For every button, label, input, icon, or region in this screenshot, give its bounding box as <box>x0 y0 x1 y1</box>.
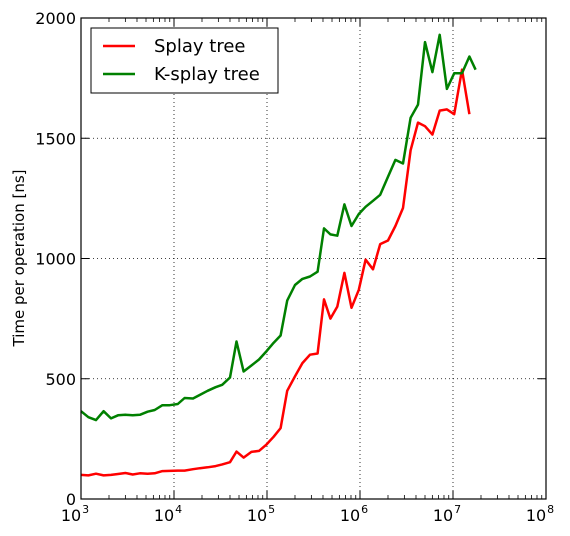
x-tick-label: 108 <box>526 503 554 525</box>
y-tick-labels: 0 500 1000 1500 2000 <box>35 9 76 509</box>
y-tick-label: 2000 <box>35 9 76 28</box>
y-tick-label: 1500 <box>35 129 76 148</box>
series-lines <box>80 33 477 477</box>
y-tick-label: 1000 <box>35 250 76 269</box>
x-tick-label: 106 <box>340 503 368 525</box>
tick-marks <box>80 17 547 500</box>
y-tick-label: 0 <box>66 490 76 509</box>
x-tick-label: 107 <box>433 503 461 525</box>
series-line-0 <box>80 68 471 477</box>
x-tick-exponent: 5 <box>268 503 275 516</box>
x-tick-exponent: 6 <box>361 503 368 516</box>
x-tick-exponent: 7 <box>454 503 461 516</box>
y-axis-label: Time per operation [ns] <box>10 170 28 348</box>
legend-label-k-splay-tree: K-splay tree <box>154 64 260 85</box>
x-tick-exponent: 3 <box>82 503 89 516</box>
y-tick-label: 500 <box>45 370 76 389</box>
x-tick-exponent: 4 <box>175 503 182 516</box>
x-tick-exponent: 8 <box>547 503 554 516</box>
grid-lines <box>81 18 546 499</box>
x-tick-label: 105 <box>247 503 275 525</box>
series-line-1 <box>80 33 477 422</box>
legend: Splay tree K-splay tree <box>90 27 279 94</box>
x-tick-label: 104 <box>154 503 182 525</box>
x-tick-labels: 103 104 105 106 107 108 <box>61 503 554 525</box>
legend-label-splay-tree: Splay tree <box>154 36 245 57</box>
